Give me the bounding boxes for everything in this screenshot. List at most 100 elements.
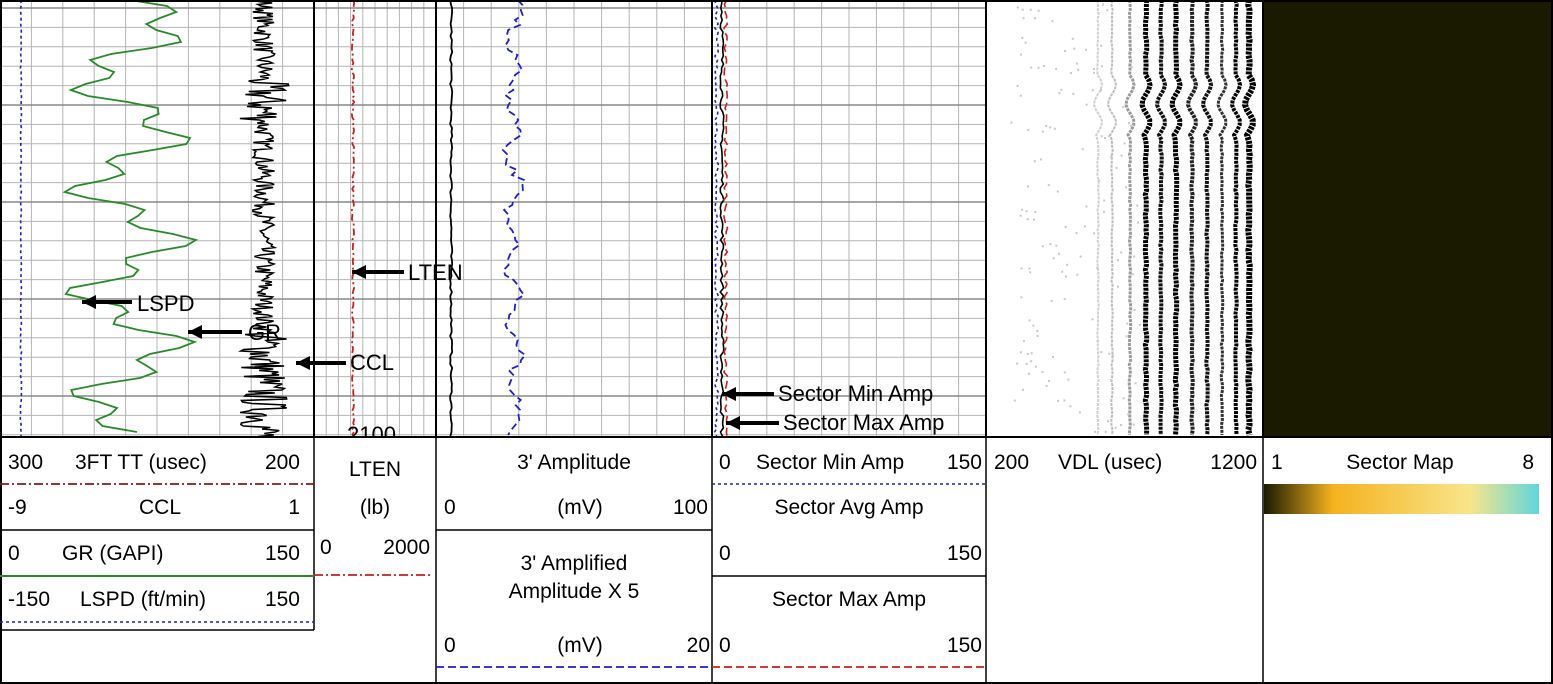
smap-max: 8 — [1522, 451, 1534, 474]
vdl-speck — [1093, 232, 1095, 235]
savg-min: 0 — [719, 542, 731, 565]
vdl-speck — [1085, 205, 1088, 208]
vdl-speck — [1111, 354, 1114, 357]
vdl-band — [1230, 0, 1243, 436]
vdl-speck — [1115, 166, 1118, 169]
vdl-speck — [1100, 44, 1103, 47]
vdl-speck — [1125, 186, 1127, 189]
vdl-speck — [1122, 397, 1125, 400]
smin-max: 150 — [946, 451, 982, 474]
vdl-speck — [1079, 255, 1082, 258]
vdl-speck — [1024, 41, 1027, 44]
vdl-speck — [1026, 185, 1029, 188]
vdl-speck — [1016, 85, 1019, 87]
arrow-lspd-head — [82, 295, 96, 309]
vdl-speck — [1027, 128, 1030, 131]
vdl-speck — [1100, 351, 1103, 354]
vdl-speck — [1103, 199, 1106, 202]
vdl-speck — [1063, 399, 1066, 402]
sector-map-colorbar — [1264, 484, 1539, 514]
vdl-speck — [1019, 214, 1022, 217]
vdl-speck — [1122, 106, 1125, 108]
vdl-speck — [1134, 382, 1137, 385]
vdl-speck — [1136, 204, 1139, 207]
ccl-label: CCL — [138, 496, 181, 519]
vdl-speck — [1093, 68, 1095, 70]
annotation-lten: LTEN — [408, 260, 463, 285]
vdl-speck — [1027, 372, 1030, 375]
vdl-speck — [1128, 122, 1131, 125]
lspd-min: -150 — [8, 588, 51, 611]
vdl-band — [1216, 0, 1228, 435]
vdl-band — [1186, 0, 1199, 436]
vdl-speck — [1081, 148, 1084, 151]
smap-label: Sector Map — [1346, 451, 1454, 474]
sector-map-image — [1263, 0, 1553, 437]
vdl-speck — [1107, 420, 1109, 423]
vdl-speck — [1071, 37, 1074, 40]
vdl-speck — [1036, 330, 1039, 332]
vdl-speck — [1101, 65, 1103, 68]
amp-min: 0 — [444, 496, 456, 519]
lspd-label: LSPD (ft/min) — [80, 588, 207, 611]
vdl-max: 1200 — [1210, 451, 1257, 474]
vdl-speck — [1021, 208, 1024, 211]
vdl-speck — [1020, 351, 1022, 354]
vdl-speck — [1130, 124, 1132, 127]
vdl-speck — [1040, 158, 1042, 161]
vdl-speck — [1100, 135, 1103, 138]
vdl-speck — [1022, 17, 1025, 20]
curve-sector-min — [713, 0, 720, 437]
vdl-speck — [1019, 94, 1022, 97]
vdl-speck — [1120, 154, 1123, 157]
vdl-speck — [1010, 121, 1013, 124]
tt-min: 300 — [8, 451, 44, 474]
vdl-speck — [1020, 53, 1022, 56]
vdl-speck — [1076, 273, 1079, 276]
vdl-speck — [1033, 17, 1036, 20]
vdl-speck — [1119, 424, 1122, 426]
vdl-speck — [1045, 124, 1048, 127]
vdl-speck — [1110, 155, 1113, 158]
vdl-speck — [1041, 130, 1044, 133]
vdl-label: VDL (usec) — [1058, 451, 1163, 474]
vdl-min: 200 — [994, 451, 1030, 474]
vdl-speck — [1076, 62, 1079, 65]
vdl-speck — [1056, 190, 1059, 193]
vdl-speck — [1108, 135, 1111, 138]
vdl-speck — [1030, 352, 1033, 355]
vdl-speck — [1139, 323, 1141, 326]
vdl-speck — [1094, 430, 1097, 433]
amp5-min: 0 — [444, 634, 456, 657]
amp5-title-1: 3' Amplified — [520, 552, 628, 575]
vdl-speck — [1103, 137, 1106, 139]
amp5-title-2: Amplitude X 5 — [508, 580, 640, 603]
vdl-speck — [1117, 285, 1119, 288]
vdl-speck — [1103, 210, 1106, 213]
vdl-band — [1169, 0, 1183, 436]
vdl-speck — [1036, 335, 1039, 337]
vdl-speck — [1064, 50, 1067, 53]
vdl-speck — [1037, 66, 1040, 69]
vdl-speck — [1130, 66, 1133, 69]
curve-amplified-amplitude — [501, 0, 527, 436]
vdl-speck — [1026, 353, 1029, 355]
vdl-speck — [1066, 263, 1069, 266]
vdl-speck — [1067, 378, 1070, 381]
lten-unit: (lb) — [359, 496, 391, 519]
arrow-gr-head — [188, 325, 202, 339]
tt-max: 200 — [264, 451, 300, 474]
vdl-speck — [1091, 318, 1094, 321]
depth-label: 2100 — [347, 424, 396, 436]
vdl-speck — [1049, 242, 1052, 245]
vdl-speck — [1093, 71, 1095, 74]
vdl-band — [1093, 0, 1104, 436]
vdl-speck — [1120, 251, 1123, 254]
vdl-speck — [1106, 9, 1109, 12]
vdl-speck — [1051, 20, 1054, 23]
vdl-speck — [1028, 319, 1031, 322]
arrow-sector-min-head — [722, 387, 736, 401]
vdl-band — [1107, 0, 1118, 436]
